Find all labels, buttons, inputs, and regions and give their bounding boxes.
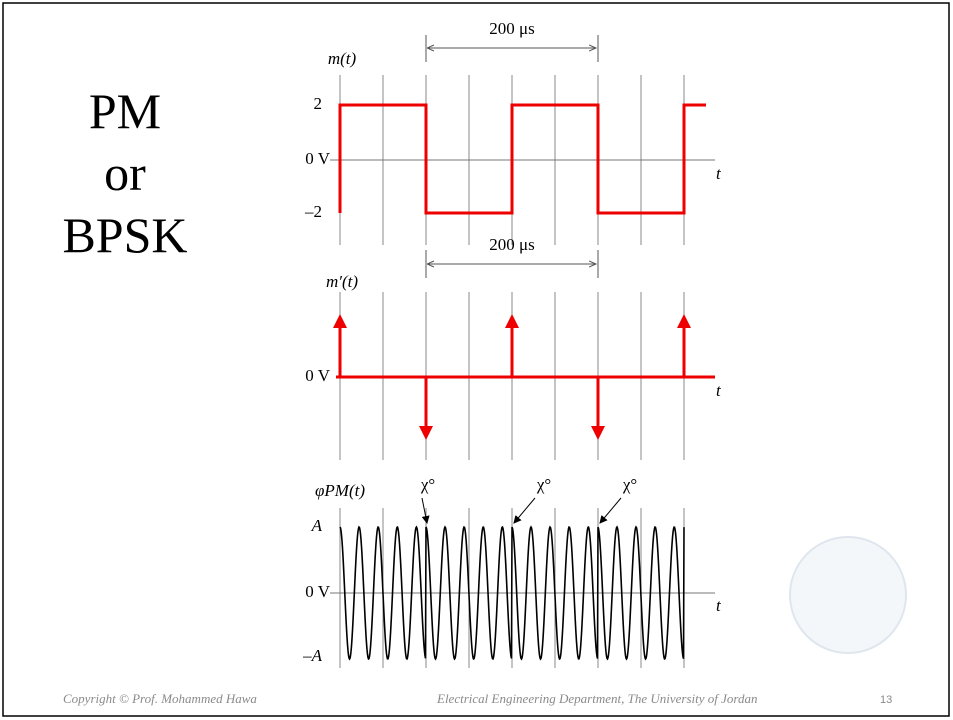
impulse-head xyxy=(505,314,519,328)
jump-label: χ° xyxy=(536,475,551,494)
level-label: 0 V xyxy=(305,149,330,168)
level-label: –A xyxy=(302,646,323,665)
page-number: 13 xyxy=(880,694,892,706)
axis-label: t xyxy=(716,381,722,400)
jump-arrow xyxy=(421,497,430,524)
span-label: 200 μs xyxy=(489,19,534,38)
pm-wave xyxy=(339,525,685,661)
slide-title: PM or BPSK xyxy=(62,83,187,263)
impulses xyxy=(333,314,691,440)
signal-label: m′(t) xyxy=(326,272,358,291)
globe-logo xyxy=(789,536,907,654)
copyright: Copyright © Prof. Mohammed Hawa xyxy=(63,691,257,706)
level-label: A xyxy=(311,516,323,535)
level-label: 0 V xyxy=(305,582,330,601)
impulse-head xyxy=(333,314,347,328)
jump-arrow xyxy=(599,497,622,524)
jump-label: χ° xyxy=(622,475,637,494)
impulse-head xyxy=(419,426,433,440)
jump-label: χ° xyxy=(420,475,435,494)
level-label: 0 V xyxy=(305,366,330,385)
signal-label: φPM(t) xyxy=(315,481,365,500)
impulse-head xyxy=(591,426,605,440)
title-line: PM xyxy=(89,83,161,139)
level-label: –2 xyxy=(304,202,322,221)
department: Electrical Engineering Department, The U… xyxy=(436,691,757,706)
title-line: BPSK xyxy=(62,207,187,263)
square-wave xyxy=(338,103,706,215)
title-line: or xyxy=(104,145,146,201)
impulse-head xyxy=(677,314,691,328)
jump-arrow xyxy=(513,497,536,524)
axis-label: t xyxy=(716,164,722,183)
axis-label: t xyxy=(716,596,722,615)
level-label: 2 xyxy=(314,94,323,113)
signal-label: m(t) xyxy=(328,49,357,68)
span-label: 200 μs xyxy=(489,235,534,254)
